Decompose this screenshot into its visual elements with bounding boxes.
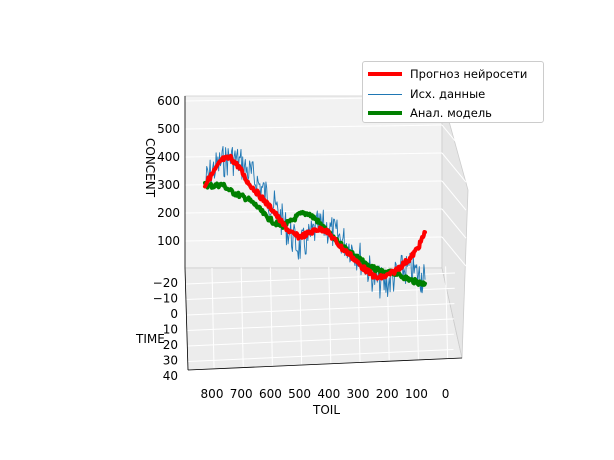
legend-label-analytic-model: Анал. модель	[410, 106, 492, 120]
grid-lines	[184, 96, 467, 378]
y-grid-line	[188, 364, 454, 378]
y-tick-label: 40	[163, 369, 178, 383]
y-grid-line	[186, 303, 455, 316]
y-grid-line	[185, 272, 456, 285]
legend-swatch-analytic-model	[368, 111, 402, 115]
z-grid-line-side	[441, 208, 467, 239]
z-grid-line	[184, 124, 443, 130]
x-tick-label: 200	[376, 387, 399, 401]
x-grid-line	[357, 266, 361, 363]
y-tick-label: −10	[153, 292, 178, 306]
y-tick-label: 20	[163, 338, 178, 352]
z-tick-label: 300	[157, 178, 180, 192]
x-tick-label: 400	[317, 387, 340, 401]
x-tick-label: 700	[230, 387, 253, 401]
y-tick-label: −20	[153, 276, 178, 290]
x-grid-line	[445, 266, 449, 359]
x-grid-line	[328, 267, 332, 364]
axes-panes	[184, 95, 469, 378]
z-tick-label: 100	[157, 234, 180, 248]
legend-label-forecast: Прогноз нейросети	[410, 67, 528, 81]
y-tick-label: 10	[163, 323, 178, 337]
x-tick-labels: 800 700 600 500 400 300 200 100 0	[201, 387, 450, 401]
z-grid-line-side	[441, 124, 467, 155]
legend-item-forecast: Прогноз нейросети	[363, 66, 543, 82]
z-tick-label: 400	[157, 150, 180, 164]
legend-label-raw-data: Исх. данные	[410, 87, 486, 101]
y-grid-line	[187, 349, 454, 362]
x-grid-line	[240, 267, 244, 367]
z-tick-labels: 600 500 400 300 200 100	[157, 94, 180, 248]
x-tick-label: 300	[347, 387, 370, 401]
x-grid-line	[386, 266, 390, 361]
z-grid-line	[184, 180, 443, 186]
x-tick-label: 0	[442, 387, 450, 401]
z-grid-line	[184, 208, 443, 214]
x-axis-line	[187, 357, 463, 371]
axis-lines	[184, 96, 463, 371]
y-grid-line	[186, 287, 455, 300]
legend-item-raw-data: Исх. данные	[363, 86, 543, 102]
z-grid-line-side	[441, 180, 467, 211]
legend-item-analytic-model: Анал. модель	[363, 105, 543, 121]
x-grid-line	[299, 267, 303, 365]
y-grid-line	[187, 318, 455, 331]
series-layer	[203, 146, 427, 299]
x-tick-label: 600	[259, 387, 282, 401]
z-tick-label: 200	[157, 206, 180, 220]
legend-swatch-forecast	[368, 72, 402, 76]
series-forecast-line	[203, 153, 427, 281]
y-grid-line	[187, 333, 454, 347]
y-tick-label: 0	[170, 307, 178, 321]
z-grid-line	[184, 236, 443, 242]
x-tick-label: 500	[288, 387, 311, 401]
x-grid-line	[211, 267, 215, 369]
y-axis-line	[184, 267, 189, 371]
z-axis-label: CONCENT	[143, 138, 157, 198]
x-tick-label: 800	[201, 387, 224, 401]
x-tick-label: 100	[405, 387, 428, 401]
x-grid-line	[269, 267, 273, 366]
legend: Прогноз нейросети Исх. данные Анал. моде…	[362, 61, 544, 123]
y-tick-label: 30	[163, 354, 178, 368]
z-grid-line-side	[441, 152, 467, 183]
series-forecast	[203, 153, 427, 281]
z-grid-line-side	[441, 236, 467, 267]
x-axis-label: TOIL	[312, 403, 340, 417]
z-tick-label: 500	[157, 122, 180, 136]
legend-swatch-raw-data	[368, 94, 402, 95]
y-axis-label: TIME	[135, 332, 165, 346]
z-tick-label: 600	[157, 94, 180, 108]
